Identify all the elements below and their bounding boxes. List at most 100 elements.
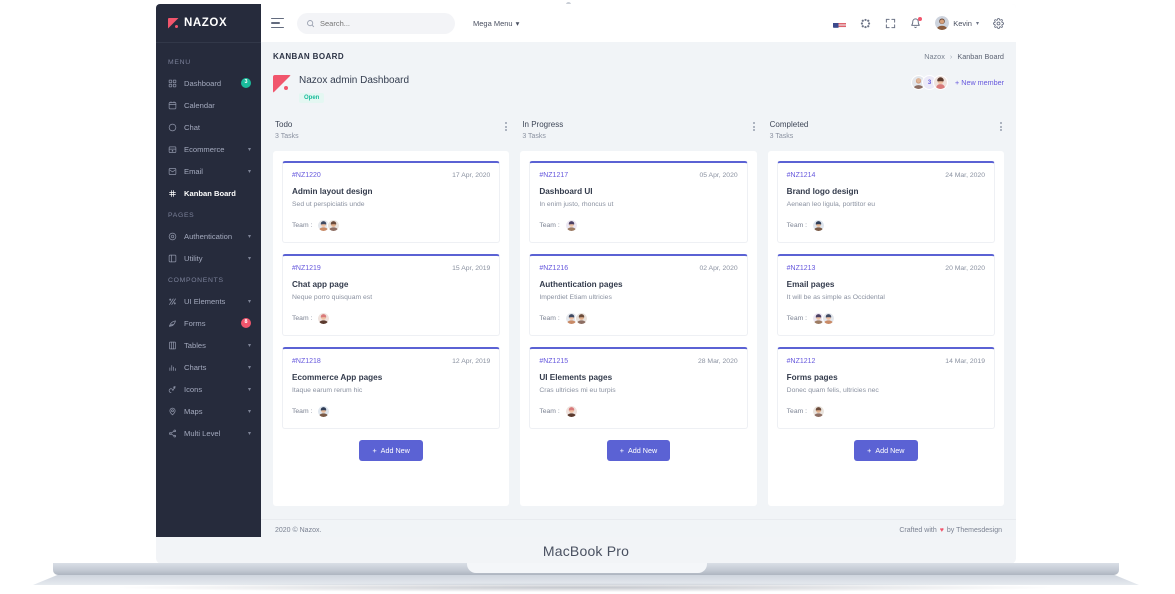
sidebar-item-forms[interactable]: Forms 8 <box>156 312 261 334</box>
column-menu-icon[interactable] <box>999 120 1002 131</box>
fullscreen-icon[interactable] <box>885 18 896 29</box>
chevron-down-icon: ▾ <box>515 18 520 28</box>
add-new-label: Add New <box>628 446 658 455</box>
sidebar-item-dashboard[interactable]: Dashboard 3 <box>156 72 261 94</box>
mega-menu-label: Mega Menu <box>473 18 513 28</box>
avatar[interactable] <box>317 405 331 418</box>
sidebar-item-utility[interactable]: Utility ▾ <box>156 247 261 269</box>
kanban-card-title: Dashboard UI <box>539 187 593 196</box>
kanban-card-title: Brand logo design <box>786 187 859 196</box>
gear-icon[interactable] <box>993 17 1004 29</box>
kanban-card-description: Imperdiet Etiam ultricies <box>539 294 612 301</box>
kanban-card[interactable]: #NZ1215 28 Mar, 2020 UI Elements pages Cras… <box>529 347 748 429</box>
kanban-card-id[interactable]: #NZ1219 <box>292 265 321 272</box>
plus-icon: + <box>867 446 872 455</box>
mega-menu-button[interactable]: Mega Menu ▾ <box>473 19 519 28</box>
team-avatars <box>812 405 826 418</box>
sidebar-item-label: Charts <box>184 362 207 372</box>
kanban-card[interactable]: #NZ1220 17 Apr, 2020 Admin layout design Se… <box>282 161 501 243</box>
kanban-card-date: 28 Mar, 2020 <box>697 358 738 365</box>
add-new-button[interactable]: + Add New <box>606 440 671 461</box>
add-new-member-button[interactable]: + New member <box>955 78 1004 87</box>
sidebar-item-chat[interactable]: Chat <box>156 116 261 138</box>
kanban-card-team: Team : <box>292 219 490 232</box>
kanban-card-header: #NZ1214 24 Mar, 2020 <box>787 172 985 179</box>
sidebar-item-kanban-board[interactable]: Kanban Board <box>156 182 261 204</box>
chevron-down-icon: ▾ <box>247 364 251 371</box>
kanban-card-team: Team : <box>539 219 737 232</box>
kanban-card-id[interactable]: #NZ1212 <box>786 358 816 365</box>
breadcrumb-item-current: Kanban Board <box>957 52 1004 61</box>
board-members: 3 + New member <box>911 75 1004 90</box>
kanban-icon <box>169 189 176 197</box>
laptop-chin: MacBook Pro <box>156 537 1016 564</box>
apps-grid-icon[interactable] <box>860 18 871 29</box>
hamburger-icon[interactable] <box>271 17 284 29</box>
avatar[interactable] <box>812 405 826 418</box>
flag-us-icon[interactable] <box>833 18 847 28</box>
kanban-card[interactable]: #NZ1213 20 Mar, 2020 Email pages It will be… <box>776 254 995 336</box>
sidebar-item-tables[interactable]: Tables ▾ <box>156 334 261 356</box>
kanban-card-title: Email pages <box>786 280 835 289</box>
avatar[interactable] <box>812 219 826 232</box>
avatar[interactable] <box>911 75 927 90</box>
avatar[interactable] <box>933 75 949 90</box>
kanban-card[interactable]: #NZ1219 15 Apr, 2019 Chat app page Neque po… <box>282 254 501 336</box>
column-menu-icon[interactable] <box>752 120 755 131</box>
kanban-card-date: 24 Mar, 2020 <box>945 172 985 179</box>
search-input[interactable] <box>320 18 440 28</box>
kanban-card-description: Neque porro quisquam est <box>292 294 373 301</box>
sidebar-item-charts[interactable]: Charts ▾ <box>156 356 261 378</box>
avatar[interactable] <box>564 405 578 418</box>
bell-icon[interactable] <box>910 16 923 29</box>
tables-icon <box>169 341 176 349</box>
kanban-card[interactable]: #NZ1216 02 Apr, 2020 Authentication pages I… <box>529 254 748 336</box>
kanban-card-id[interactable]: #NZ1220 <box>292 172 321 179</box>
sidebar-badge: 3 <box>241 78 251 88</box>
kanban-card-id[interactable]: #NZ1215 <box>539 358 569 365</box>
kanban-card-id[interactable]: #NZ1216 <box>539 265 569 272</box>
brand-logo[interactable]: NAZOX <box>156 4 261 42</box>
kanban-card-id[interactable]: #NZ1218 <box>292 358 321 365</box>
sidebar-item-ui-elements[interactable]: UI Elements ▾ <box>156 290 261 312</box>
chevron-down-icon: ▾ <box>247 408 251 415</box>
sidebar-item-email[interactable]: Email ▾ <box>156 160 261 182</box>
add-new-button[interactable]: + Add New <box>359 440 423 461</box>
chevron-down-icon: ▾ <box>975 20 979 27</box>
avatar[interactable] <box>564 219 578 232</box>
kanban-card[interactable]: #NZ1217 05 Apr, 2020 Dashboard UI In enim j… <box>529 161 748 243</box>
board-header: Nazox admin Dashboard Open 3 <box>273 75 1004 104</box>
team-avatars <box>564 219 578 232</box>
search-box[interactable] <box>297 12 455 34</box>
sidebar-item-label: Calendar <box>184 100 215 110</box>
chevron-down-icon: ▾ <box>247 386 251 393</box>
sidebar-item-label: Tables <box>184 340 206 350</box>
sidebar-item-authentication[interactable]: Authentication ▾ <box>156 225 261 247</box>
kanban-column-body: #NZ1220 17 Apr, 2020 Admin layout design Se… <box>273 151 510 506</box>
column-menu-icon[interactable] <box>505 120 508 131</box>
kanban-card-id[interactable]: #NZ1213 <box>786 265 816 272</box>
kanban-card-id[interactable]: #NZ1214 <box>786 172 816 179</box>
kanban-card-id[interactable]: #NZ1217 <box>539 172 569 179</box>
chevron-down-icon: ▾ <box>247 430 251 437</box>
sidebar-section-title: Pages <box>168 212 195 219</box>
maps-icon <box>169 407 176 415</box>
avatar[interactable] <box>574 312 588 325</box>
avatar[interactable] <box>822 312 836 325</box>
kanban-card[interactable]: #NZ1214 24 Mar, 2020 Brand logo design Aene… <box>776 161 995 243</box>
avatar[interactable] <box>327 219 341 232</box>
sidebar-item-multi-level[interactable]: Multi Level ▾ <box>156 422 261 444</box>
breadcrumb-item-root[interactable]: Nazox <box>924 52 945 61</box>
avatar[interactable] <box>317 312 331 325</box>
team-label: Team : <box>292 315 313 322</box>
add-new-button[interactable]: + Add New <box>854 440 918 461</box>
team-label: Team : <box>292 408 313 415</box>
sidebar-item-maps[interactable]: Maps ▾ <box>156 400 261 422</box>
kanban-card-description: In enim justo, rhoncus ut <box>539 201 614 208</box>
kanban-card[interactable]: #NZ1218 12 Apr, 2019 Ecommerce App pages It… <box>282 347 501 429</box>
sidebar-item-calendar[interactable]: Calendar <box>156 94 261 116</box>
sidebar-item-ecommerce[interactable]: Ecommerce ▾ <box>156 138 261 160</box>
sidebar-item-icons[interactable]: Icons ▾ <box>156 378 261 400</box>
user-menu[interactable]: Kevin ▾ <box>935 16 979 30</box>
kanban-card[interactable]: #NZ1212 14 Mar, 2019 Forms pages Donec quam… <box>776 347 995 429</box>
